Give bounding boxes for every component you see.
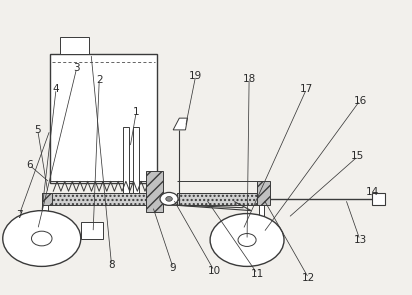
- Bar: [372, 193, 385, 205]
- Text: 8: 8: [108, 260, 115, 270]
- Bar: [42, 193, 48, 239]
- Text: 17: 17: [300, 84, 313, 94]
- Bar: [133, 127, 139, 193]
- Bar: [177, 193, 264, 205]
- Circle shape: [160, 192, 178, 205]
- Circle shape: [166, 196, 172, 201]
- Text: 3: 3: [73, 63, 80, 73]
- Text: 18: 18: [243, 73, 256, 83]
- Text: 1: 1: [133, 107, 140, 117]
- Text: 11: 11: [250, 269, 264, 279]
- Bar: [146, 171, 163, 212]
- Circle shape: [238, 234, 256, 246]
- Text: 19: 19: [189, 71, 202, 81]
- Bar: [60, 37, 89, 54]
- Circle shape: [31, 231, 52, 246]
- Text: 12: 12: [302, 273, 315, 283]
- Bar: [50, 193, 157, 205]
- Circle shape: [3, 211, 81, 266]
- Text: 16: 16: [353, 96, 367, 106]
- Text: 2: 2: [96, 75, 103, 85]
- Text: 10: 10: [208, 266, 221, 276]
- Polygon shape: [173, 118, 187, 130]
- Text: 6: 6: [26, 160, 33, 170]
- Text: 15: 15: [351, 151, 365, 161]
- Bar: [258, 181, 269, 205]
- Bar: [81, 222, 103, 239]
- Bar: [259, 193, 265, 239]
- Text: 4: 4: [53, 84, 59, 94]
- Bar: [50, 54, 157, 183]
- Bar: [42, 193, 52, 205]
- Circle shape: [210, 214, 284, 266]
- Text: 13: 13: [353, 235, 367, 245]
- Text: 5: 5: [34, 125, 41, 135]
- Bar: [123, 127, 129, 193]
- Text: 9: 9: [170, 263, 176, 273]
- Text: 14: 14: [366, 186, 379, 196]
- Text: 7: 7: [16, 210, 23, 220]
